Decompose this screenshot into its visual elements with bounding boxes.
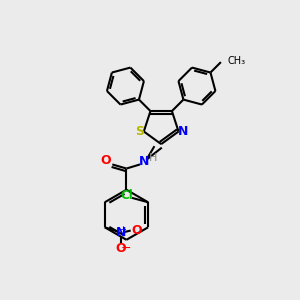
- Text: O: O: [132, 224, 142, 237]
- Text: N: N: [116, 226, 126, 239]
- Text: +: +: [119, 225, 126, 234]
- Text: −: −: [121, 242, 131, 255]
- Text: CH₃: CH₃: [227, 56, 245, 66]
- Text: N: N: [178, 125, 188, 138]
- Text: O: O: [116, 242, 126, 255]
- Text: H: H: [149, 153, 157, 163]
- Text: Cl: Cl: [120, 189, 133, 202]
- Text: S: S: [135, 125, 144, 138]
- Text: N: N: [139, 155, 149, 168]
- Text: O: O: [100, 154, 111, 167]
